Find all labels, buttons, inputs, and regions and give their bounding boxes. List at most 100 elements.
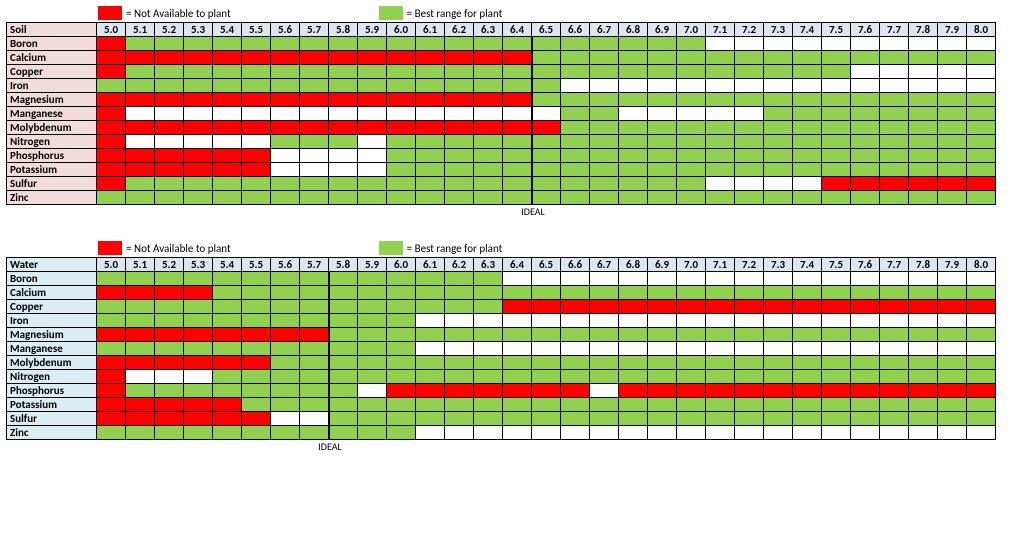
ph-header: 6.8 <box>619 258 648 272</box>
cell <box>880 163 909 177</box>
cell <box>590 286 619 300</box>
cell <box>387 177 416 191</box>
cell <box>97 426 126 440</box>
nutrient-label: Boron <box>7 37 97 51</box>
cell <box>561 135 590 149</box>
cell <box>822 328 851 342</box>
cell <box>329 177 358 191</box>
cell <box>793 356 822 370</box>
legend-best-range-label: = Best range for plant <box>407 242 503 255</box>
cell <box>648 163 677 177</box>
cell <box>938 300 967 314</box>
ph-header: 5.2 <box>155 23 184 37</box>
cell <box>532 51 561 65</box>
cell <box>909 93 938 107</box>
cell <box>764 65 793 79</box>
cell <box>329 65 358 79</box>
cell <box>416 149 445 163</box>
cell <box>97 121 126 135</box>
cell <box>184 51 213 65</box>
swatch-not-available <box>98 6 122 20</box>
cell <box>416 384 445 398</box>
cell <box>300 412 329 426</box>
cell <box>967 342 996 356</box>
nutrient-label: Nitrogen <box>7 370 97 384</box>
cell <box>677 107 706 121</box>
cell <box>619 51 648 65</box>
cell <box>793 398 822 412</box>
legend: = Not Available to plant= Best range for… <box>98 241 1018 255</box>
cell <box>416 272 445 286</box>
ph-header: 6.3 <box>474 23 503 37</box>
cell <box>851 149 880 163</box>
cell <box>909 121 938 135</box>
cell <box>271 300 300 314</box>
cell <box>880 93 909 107</box>
cell <box>213 286 242 300</box>
cell <box>358 314 387 328</box>
cell <box>416 356 445 370</box>
cell <box>358 412 387 426</box>
cell <box>213 314 242 328</box>
cell <box>648 300 677 314</box>
cell <box>503 177 532 191</box>
cell <box>619 300 648 314</box>
cell <box>474 426 503 440</box>
cell <box>677 328 706 342</box>
cell <box>474 177 503 191</box>
cell <box>735 328 764 342</box>
cell <box>967 286 996 300</box>
cell <box>764 93 793 107</box>
cell <box>938 65 967 79</box>
cell <box>213 149 242 163</box>
cell <box>938 37 967 51</box>
ph-header: 6.5 <box>532 258 561 272</box>
cell <box>706 314 735 328</box>
cell <box>677 286 706 300</box>
cell <box>358 426 387 440</box>
cell <box>358 398 387 412</box>
nutrient-label: Molybdenum <box>7 356 97 370</box>
cell <box>590 300 619 314</box>
cell <box>735 163 764 177</box>
cell <box>967 314 996 328</box>
cell <box>677 412 706 426</box>
cell <box>793 286 822 300</box>
cell <box>474 135 503 149</box>
cell <box>445 135 474 149</box>
cell <box>561 370 590 384</box>
cell <box>242 384 271 398</box>
cell <box>735 65 764 79</box>
cell <box>213 135 242 149</box>
ph-header: 6.2 <box>445 258 474 272</box>
cell <box>213 177 242 191</box>
cell <box>300 163 329 177</box>
cell <box>503 426 532 440</box>
cell <box>967 163 996 177</box>
cell <box>387 191 416 205</box>
cell <box>97 163 126 177</box>
cell <box>184 412 213 426</box>
cell <box>184 356 213 370</box>
cell <box>358 370 387 384</box>
cell <box>880 342 909 356</box>
ph-header: 5.0 <box>97 23 126 37</box>
cell <box>822 286 851 300</box>
cell <box>880 135 909 149</box>
swatch-not-available <box>98 241 122 255</box>
cell <box>793 328 822 342</box>
cell <box>532 412 561 426</box>
cell <box>851 93 880 107</box>
ph-header: 5.2 <box>155 258 184 272</box>
cell <box>445 314 474 328</box>
cell <box>97 286 126 300</box>
cell <box>300 426 329 440</box>
cell <box>271 370 300 384</box>
cell <box>213 370 242 384</box>
cell <box>445 272 474 286</box>
cell <box>155 384 184 398</box>
cell <box>880 191 909 205</box>
cell <box>329 37 358 51</box>
cell <box>706 384 735 398</box>
cell <box>735 286 764 300</box>
